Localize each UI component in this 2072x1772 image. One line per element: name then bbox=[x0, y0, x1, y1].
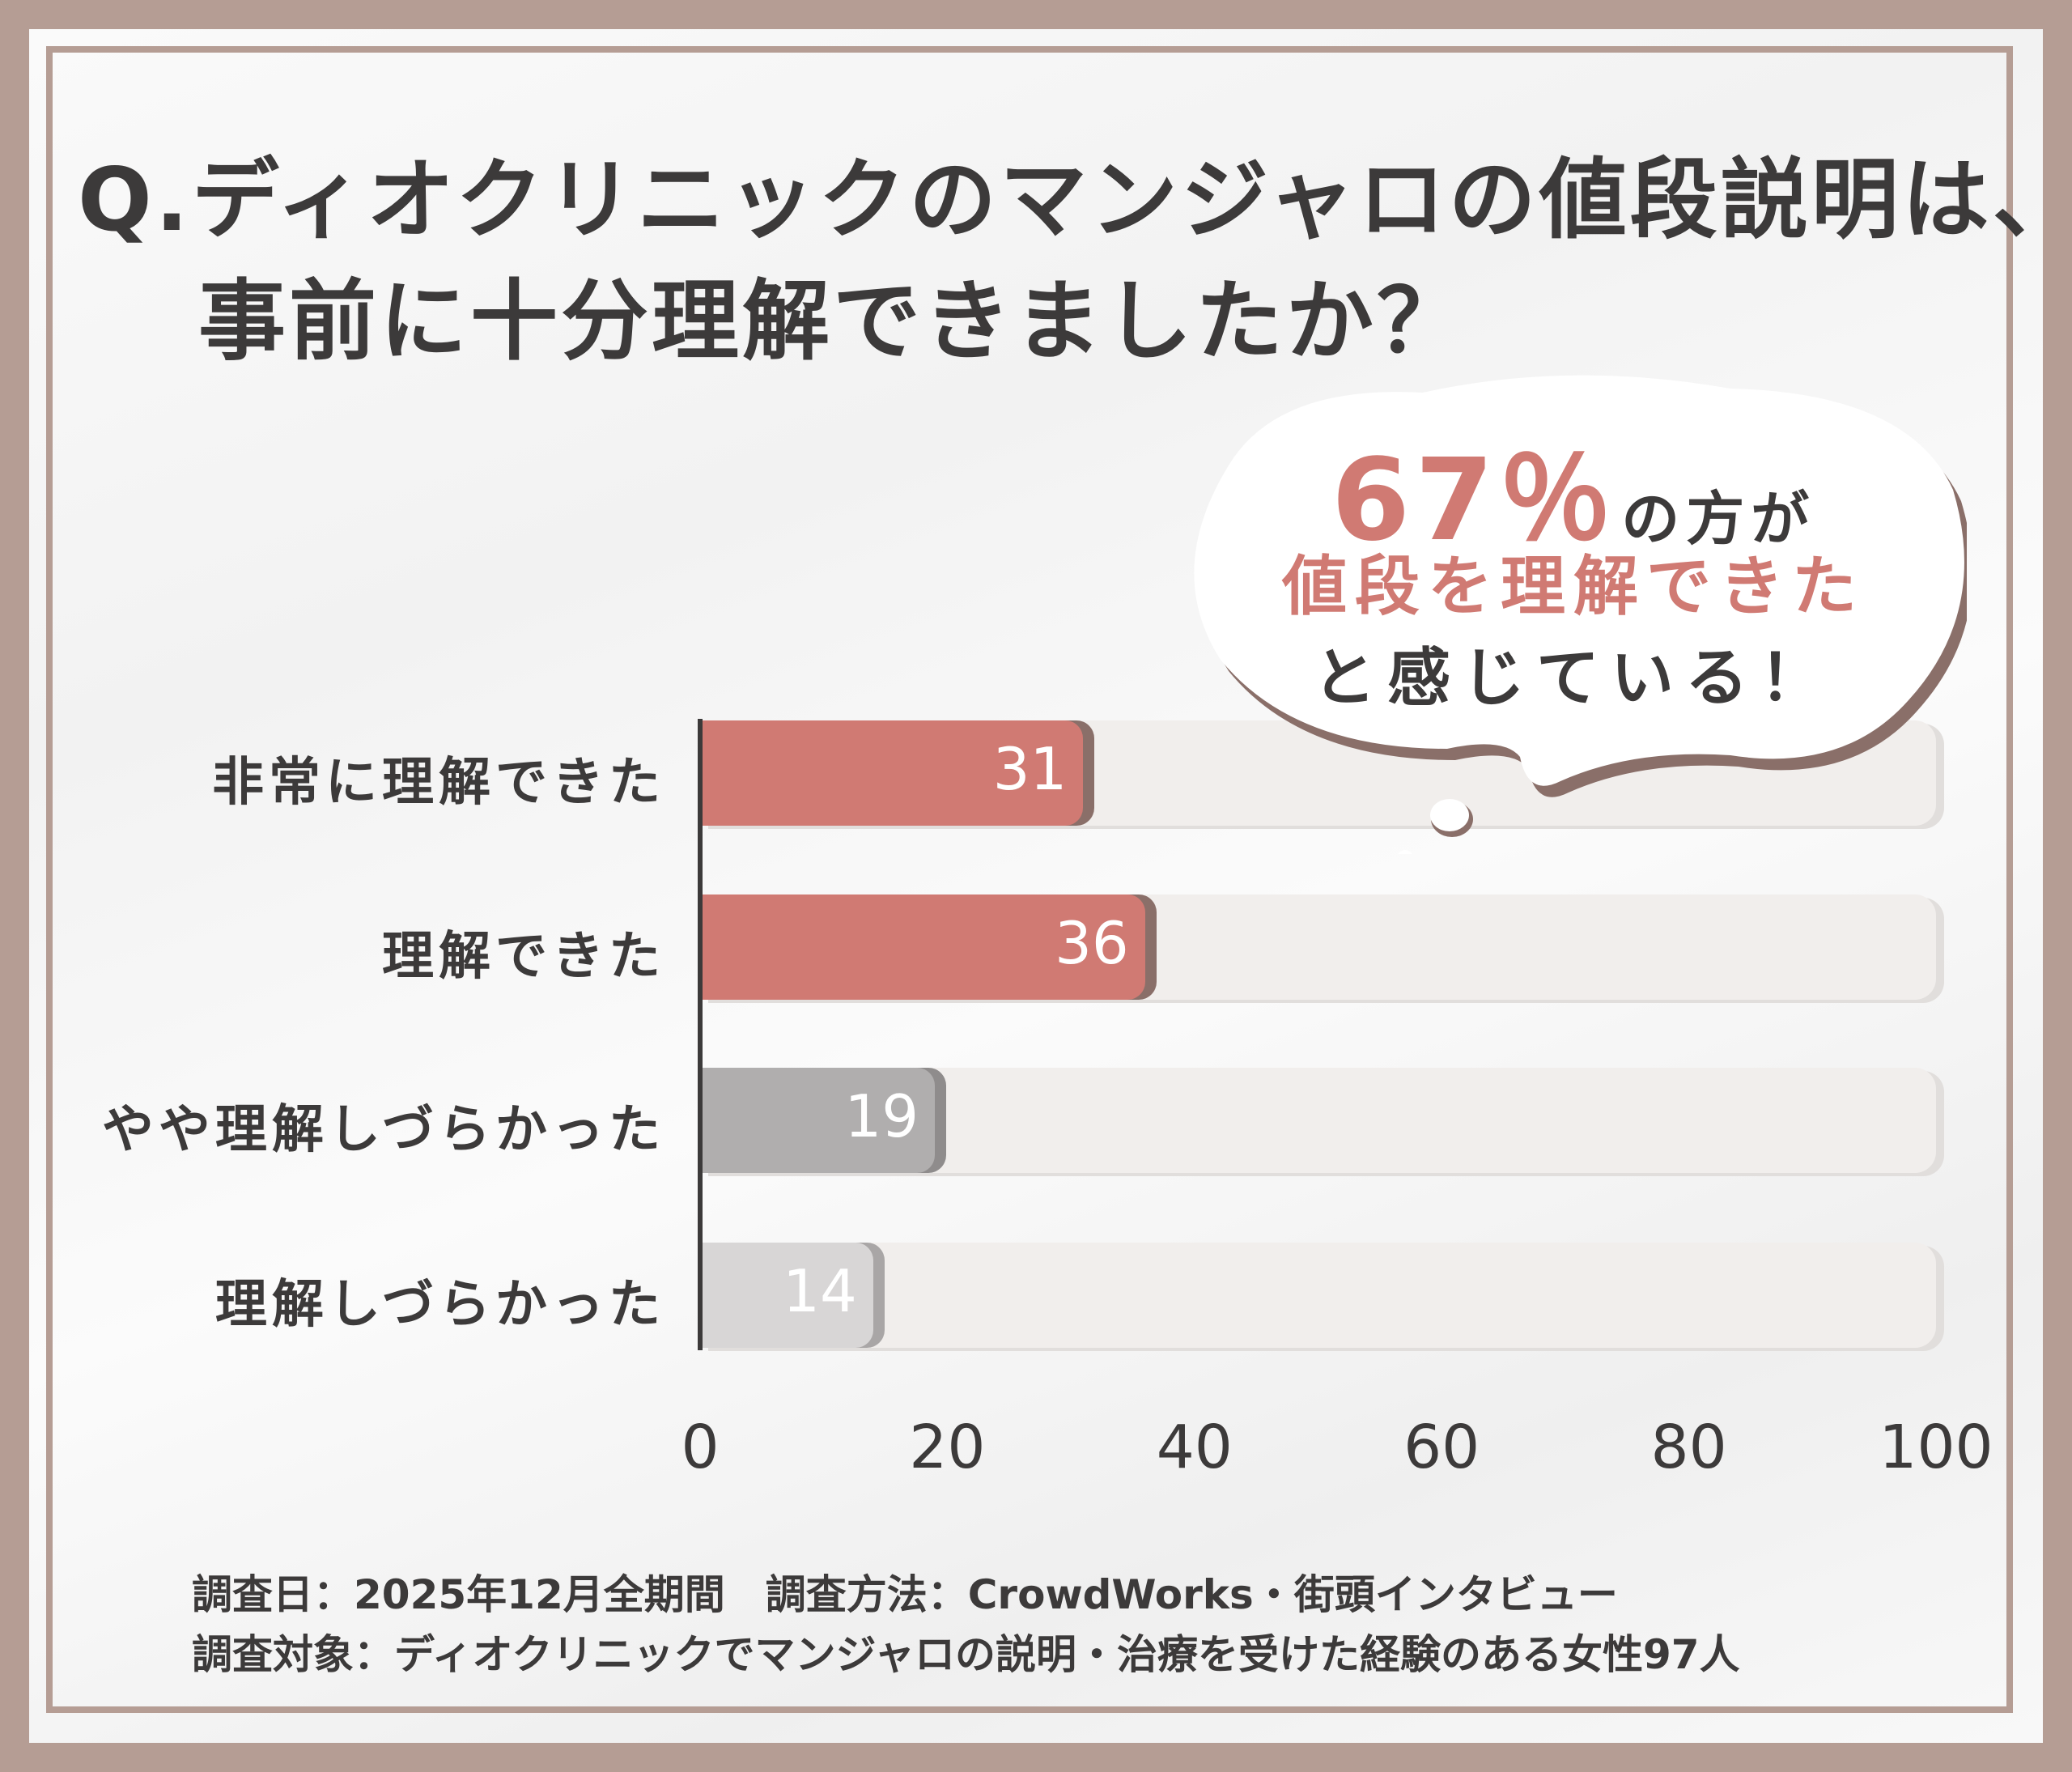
category-label: 理解できた bbox=[382, 927, 665, 987]
survey-info-line1: 調査日：2025年12月全期間 調査方法：CrowdWorks・街頭インタビュー bbox=[192, 1571, 1618, 1618]
bubble-shape bbox=[1194, 375, 1967, 854]
bar-track bbox=[700, 1243, 1936, 1348]
callout-line1: 67％ の方が bbox=[1180, 409, 1967, 572]
card-background bbox=[29, 29, 2043, 1743]
bar-value-label: 31 bbox=[992, 735, 1068, 803]
category-label: やや理解しづらかった bbox=[101, 1100, 665, 1160]
x-tick-label: 0 bbox=[681, 1413, 720, 1482]
x-tick-label: 80 bbox=[1650, 1413, 1727, 1482]
card-frame bbox=[46, 46, 2013, 1713]
x-tick-label: 60 bbox=[1403, 1413, 1480, 1482]
callout-line3: と感じている！ bbox=[1312, 642, 1834, 715]
callout-suffix: の方が bbox=[1621, 485, 1816, 553]
x-tick-label: 40 bbox=[1156, 1413, 1233, 1482]
survey-info-line2: 調査対象：ディオクリニックでマンジャロの説明・治療を受けた経験のある女性97人 bbox=[192, 1631, 1740, 1678]
bar-value-label: 19 bbox=[844, 1082, 919, 1150]
category-label: 非常に理解できた bbox=[212, 753, 665, 813]
bar-value-label: 14 bbox=[783, 1257, 857, 1325]
speech-bubble: 67％ の方が 値段を理解できた と感じている！ bbox=[1180, 368, 1967, 854]
x-tick-label: 100 bbox=[1879, 1413, 1993, 1482]
y-axis-line bbox=[698, 719, 703, 1350]
bar-2 bbox=[700, 1068, 936, 1173]
bar-0 bbox=[700, 720, 1084, 826]
bar-3 bbox=[700, 1243, 873, 1348]
x-tick-label: 20 bbox=[909, 1413, 986, 1482]
question-title-line1: Q.ディオクリニックのマンジャロの値段説明は、 bbox=[78, 150, 2072, 251]
bar-value-label: 36 bbox=[1055, 909, 1129, 977]
callout-percent: 67％ bbox=[1331, 435, 1617, 567]
category-label: 理解しづらかった bbox=[214, 1275, 665, 1335]
question-title-line2: 事前に十分理解できましたか？ bbox=[198, 271, 1468, 372]
bar-1 bbox=[700, 894, 1145, 1000]
callout-line2: 値段を理解できた bbox=[1282, 549, 1865, 624]
